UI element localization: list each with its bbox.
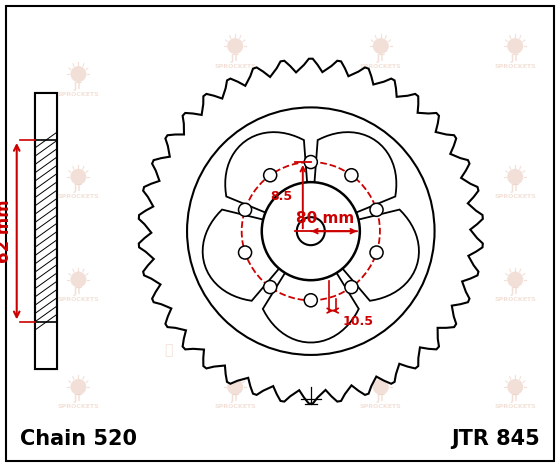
Circle shape xyxy=(304,156,318,169)
Text: JT: JT xyxy=(511,184,520,193)
Text: SPROCKETS: SPROCKETS xyxy=(214,404,256,410)
Bar xyxy=(35,93,57,369)
Circle shape xyxy=(71,379,86,395)
Circle shape xyxy=(304,294,318,307)
Text: JT: JT xyxy=(511,395,520,403)
Text: SPROCKETS: SPROCKETS xyxy=(494,297,536,302)
Text: 光: 光 xyxy=(164,343,172,357)
Circle shape xyxy=(227,379,243,395)
Text: SPROCKETS: SPROCKETS xyxy=(214,297,256,302)
Text: SPROCKETS: SPROCKETS xyxy=(58,92,99,97)
Text: JT: JT xyxy=(376,287,385,296)
Text: JT: JT xyxy=(511,287,520,296)
Text: 光: 光 xyxy=(377,180,385,194)
Text: SPROCKETS: SPROCKETS xyxy=(360,297,402,302)
Circle shape xyxy=(239,246,251,259)
Circle shape xyxy=(507,38,523,54)
Circle shape xyxy=(262,182,360,280)
Text: SPROCKETS: SPROCKETS xyxy=(58,194,99,199)
Text: JT: JT xyxy=(376,54,385,63)
Text: 光: 光 xyxy=(231,180,239,194)
Circle shape xyxy=(507,271,523,288)
Circle shape xyxy=(71,271,86,288)
Text: SPROCKETS: SPROCKETS xyxy=(494,404,536,410)
Circle shape xyxy=(345,281,358,294)
Text: JT: JT xyxy=(376,395,385,403)
Bar xyxy=(35,322,57,369)
Circle shape xyxy=(370,246,383,259)
Text: SPROCKETS: SPROCKETS xyxy=(58,297,99,302)
Text: JT: JT xyxy=(231,287,240,296)
Circle shape xyxy=(264,169,277,182)
Text: JT: JT xyxy=(231,395,240,403)
Circle shape xyxy=(239,203,251,216)
Text: JT: JT xyxy=(74,395,83,403)
Circle shape xyxy=(227,38,243,54)
Circle shape xyxy=(507,169,523,185)
Polygon shape xyxy=(329,210,419,301)
Circle shape xyxy=(71,169,86,185)
Circle shape xyxy=(187,107,435,355)
Circle shape xyxy=(297,217,325,245)
Text: JT: JT xyxy=(231,54,240,63)
Text: JT: JT xyxy=(74,82,83,91)
Bar xyxy=(35,93,57,369)
Text: 80 mm: 80 mm xyxy=(296,211,354,226)
Text: JTR 845: JTR 845 xyxy=(451,429,540,449)
Circle shape xyxy=(507,379,523,395)
Circle shape xyxy=(373,379,389,395)
Circle shape xyxy=(370,203,383,216)
Text: SPROCKETS: SPROCKETS xyxy=(494,64,536,69)
Polygon shape xyxy=(139,59,483,403)
Circle shape xyxy=(71,66,86,82)
Text: SPROCKETS: SPROCKETS xyxy=(360,64,402,69)
Text: JT: JT xyxy=(74,287,83,296)
Polygon shape xyxy=(263,255,359,342)
Text: SPROCKETS: SPROCKETS xyxy=(360,404,402,410)
Circle shape xyxy=(264,281,277,294)
Text: 光: 光 xyxy=(377,343,385,357)
Polygon shape xyxy=(313,132,396,220)
Text: Chain 520: Chain 520 xyxy=(20,429,137,449)
Bar xyxy=(35,93,57,140)
Text: SPROCKETS: SPROCKETS xyxy=(58,404,99,410)
Circle shape xyxy=(373,38,389,54)
Circle shape xyxy=(345,169,358,182)
Text: JT: JT xyxy=(74,184,83,193)
Text: SPROCKETS: SPROCKETS xyxy=(214,64,256,69)
Text: JT: JT xyxy=(511,54,520,63)
Polygon shape xyxy=(203,210,292,301)
Polygon shape xyxy=(225,132,309,220)
Text: 62 mm: 62 mm xyxy=(0,199,13,263)
Text: 8.5: 8.5 xyxy=(270,190,293,203)
Text: 10.5: 10.5 xyxy=(343,315,374,328)
Text: SPROCKETS: SPROCKETS xyxy=(494,194,536,199)
